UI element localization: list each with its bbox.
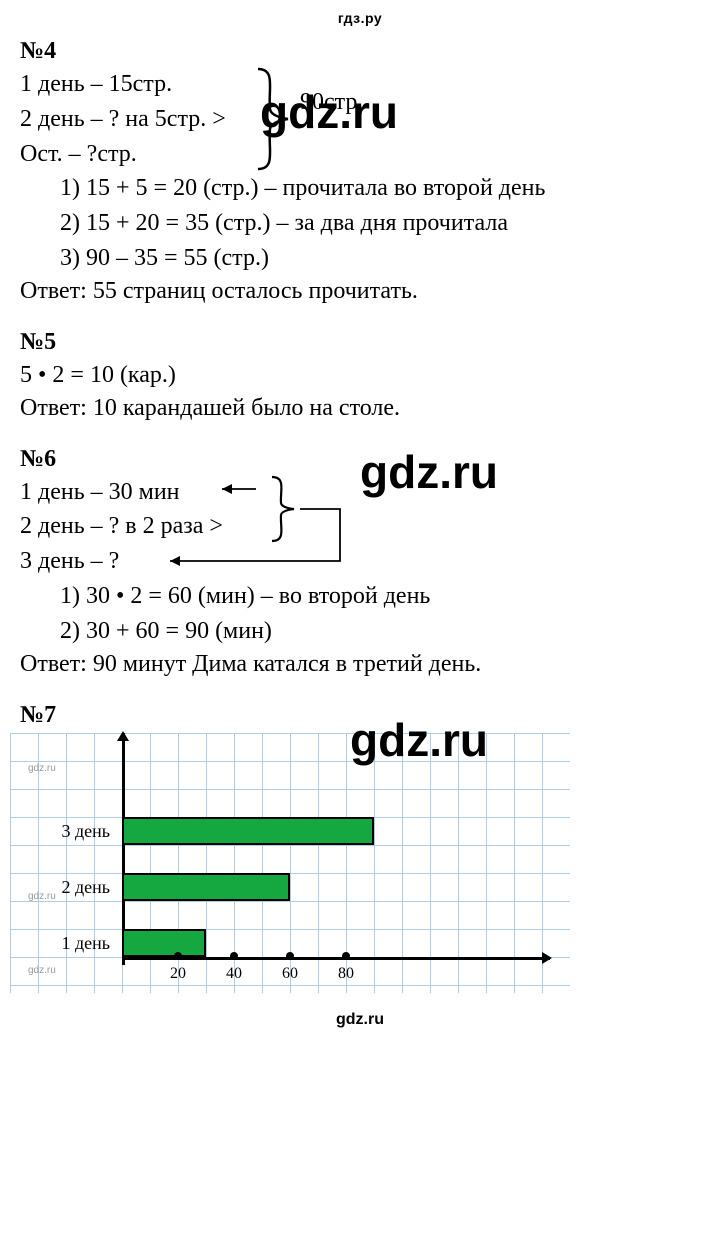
problem-5-heading: №5 xyxy=(20,329,700,356)
problem-4-given: 1 день – 15стр. 2 день – ? на 5стр. > Ос… xyxy=(20,67,700,171)
x-tick xyxy=(230,952,238,960)
x-tick-label: 60 xyxy=(282,965,298,983)
p5-answer: Ответ: 10 карандашей было на столе. xyxy=(20,395,700,422)
p4-answer: Ответ: 55 страниц осталось прочитать. xyxy=(20,278,700,305)
arrow-icon xyxy=(140,475,400,585)
x-tick xyxy=(342,952,350,960)
bar-day3 xyxy=(122,817,374,845)
problem-6-heading: №6 xyxy=(20,446,700,473)
problem-4-heading: №4 xyxy=(20,38,700,65)
x-tick-label: 80 xyxy=(338,965,354,983)
p4-step2: 2) 15 + 20 = 35 (стр.) – за два дня проч… xyxy=(20,206,700,241)
p6-step2: 2) 30 + 60 = 90 (мин) xyxy=(20,614,700,649)
x-tick xyxy=(286,952,294,960)
p4-total-label: 90стр. xyxy=(300,89,363,116)
problem-7-heading: №7 xyxy=(20,702,700,729)
p7-chart: gdz.ru gdz.ru gdz.ru gdz.ru 3 день 2 ден… xyxy=(10,733,700,993)
p6-answer: Ответ: 90 минут Дима катался в третий де… xyxy=(20,651,700,678)
small-watermark: gdz.ru xyxy=(28,965,56,976)
problem-6-given: 1 день – 30 мин 2 день – ? в 2 раза > 3 … xyxy=(20,475,700,579)
p5-step: 5 • 2 = 10 (кар.) xyxy=(20,358,700,393)
chart-grid: gdz.ru gdz.ru gdz.ru gdz.ru 3 день 2 ден… xyxy=(10,733,570,993)
site-footer: gdz.ru xyxy=(20,1011,700,1029)
x-axis xyxy=(122,957,550,960)
bar-label: 3 день xyxy=(20,821,110,842)
p4-line3: Ост. – ?стр. xyxy=(20,137,700,172)
bar-label: 2 день xyxy=(20,877,110,898)
bar-label: 1 день xyxy=(20,933,110,954)
x-tick-label: 20 xyxy=(170,965,186,983)
x-tick-label: 40 xyxy=(226,965,242,983)
p4-step1: 1) 15 + 5 = 20 (стр.) – прочитала во вто… xyxy=(20,171,700,206)
p4-step3: 3) 90 – 35 = 55 (стр.) xyxy=(20,241,700,276)
x-tick xyxy=(174,952,182,960)
bar-day1 xyxy=(122,929,206,957)
brace-icon xyxy=(252,65,296,173)
small-watermark: gdz.ru xyxy=(28,763,56,774)
site-header: гдз.ру xyxy=(20,10,700,26)
bar-day2 xyxy=(122,873,290,901)
